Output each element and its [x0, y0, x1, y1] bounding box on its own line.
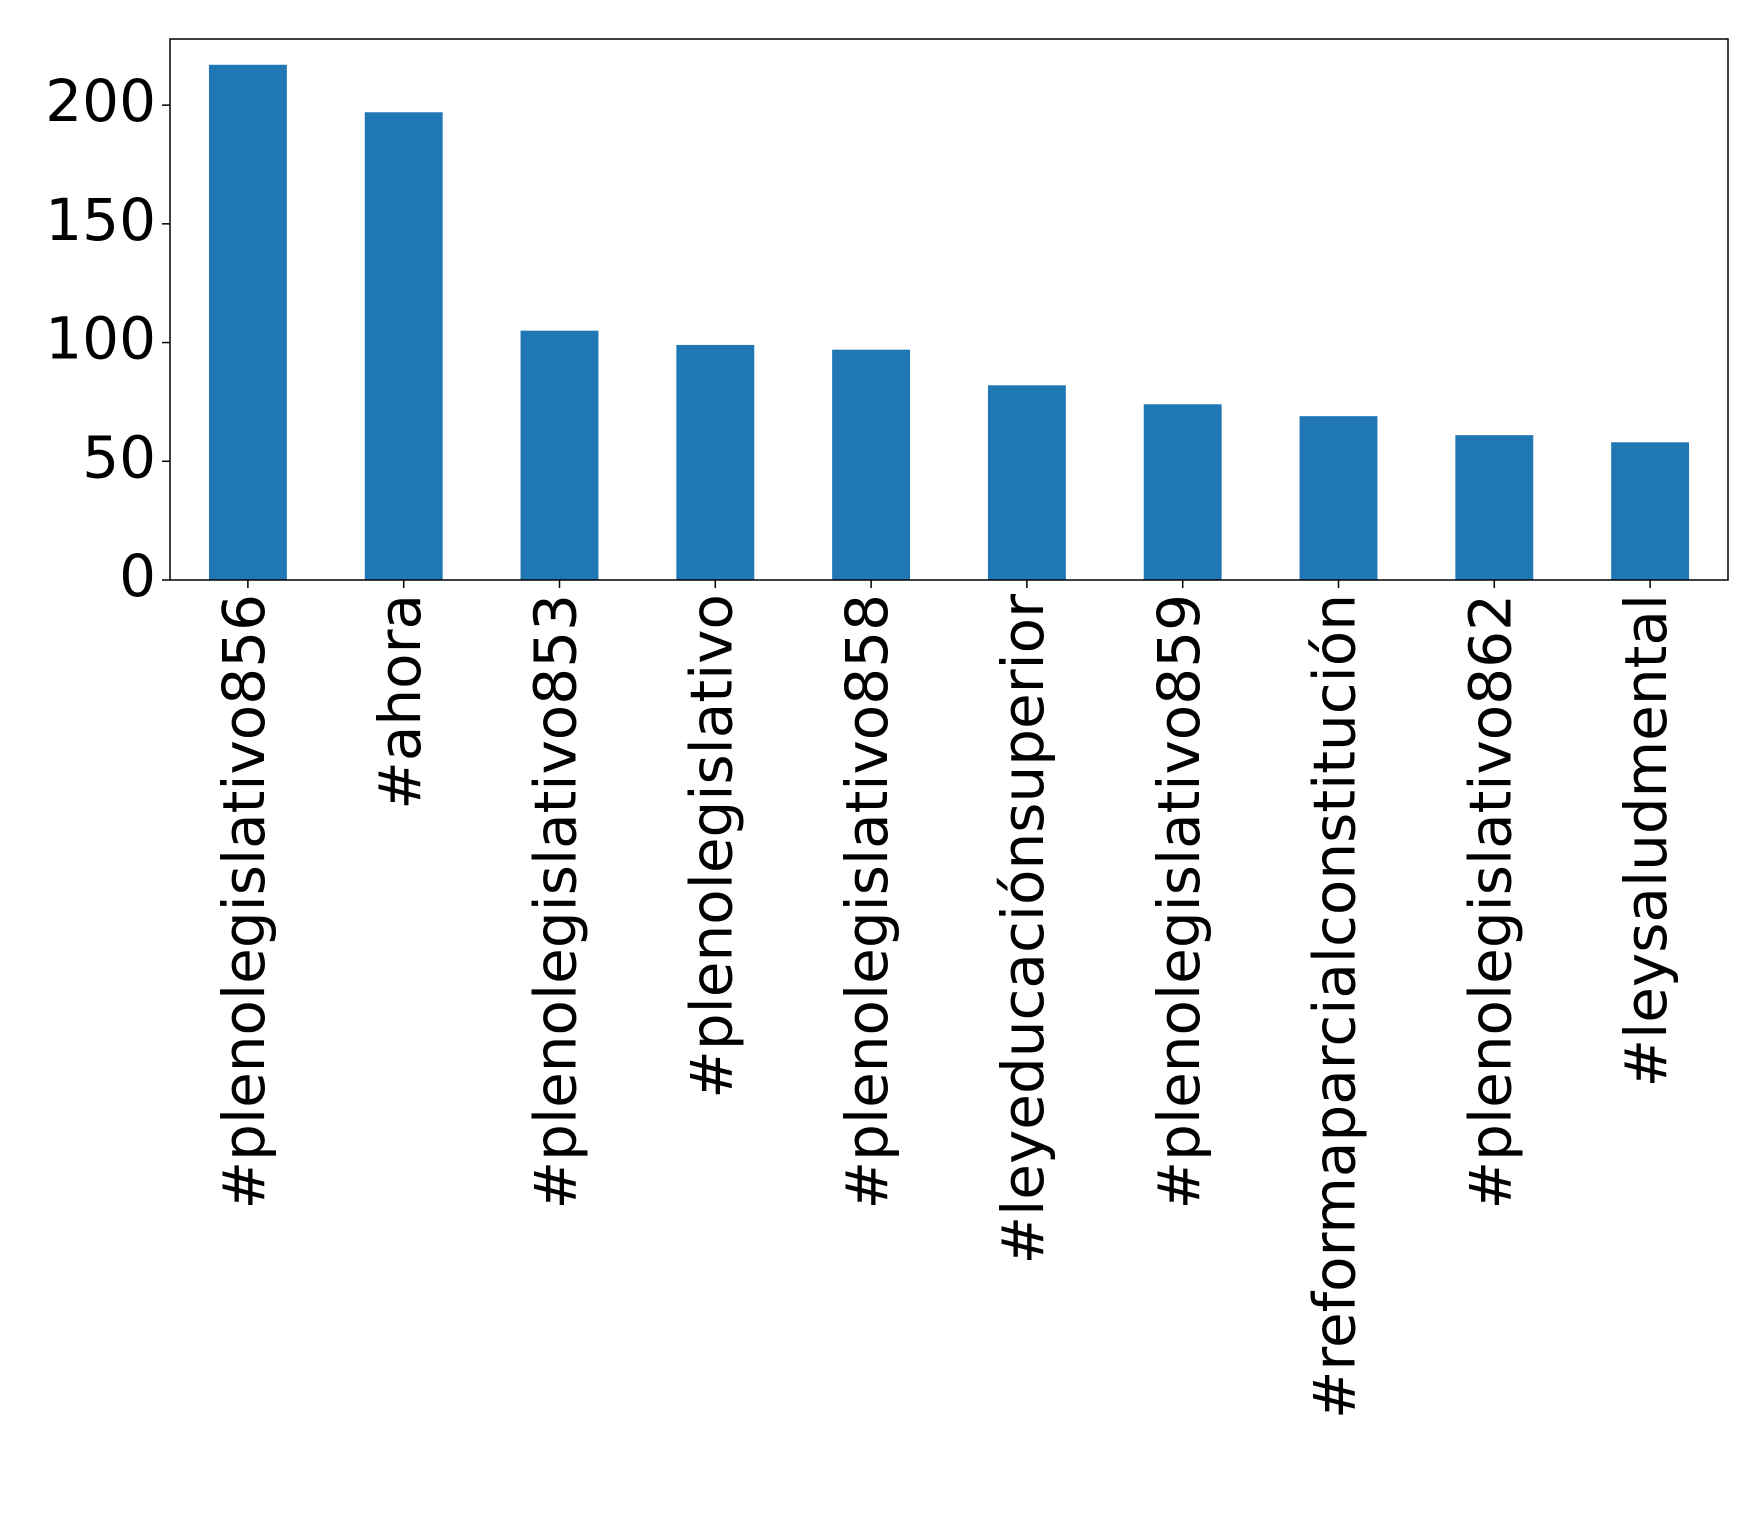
y-tick-label: 100 [45, 305, 156, 373]
bar [987, 385, 1066, 580]
bar [1455, 435, 1534, 580]
bar [1611, 442, 1690, 580]
bar [1299, 416, 1378, 580]
x-tick-label: #plenolegislativo858 [833, 594, 901, 1209]
bar [364, 112, 443, 580]
x-tick-label: #leyeducaciónsuperior [989, 594, 1057, 1265]
bar [520, 330, 599, 580]
x-tick-label: #plenolegislativo859 [1145, 594, 1213, 1209]
bar [676, 344, 755, 580]
bar [208, 64, 287, 580]
x-tick-label: #reformaparcialconstitución [1301, 594, 1369, 1419]
y-tick-label: 0 [119, 542, 156, 610]
x-tick-label: #plenolegislativo [677, 594, 745, 1099]
x-tick-label: #plenolegislativo856 [210, 594, 278, 1209]
x-tick-label: #plenolegislativo853 [522, 594, 590, 1209]
x-tick-label: #plenolegislativo862 [1456, 594, 1524, 1209]
x-tick-label: #leysaludmental [1612, 594, 1680, 1088]
bar [832, 349, 911, 580]
plot-frame [169, 38, 1729, 581]
y-tick-label: 150 [45, 186, 156, 254]
y-tick-label: 200 [45, 67, 156, 135]
bar [1143, 404, 1222, 580]
x-tick-label: #ahora [366, 594, 434, 810]
y-tick-label: 50 [82, 423, 156, 491]
